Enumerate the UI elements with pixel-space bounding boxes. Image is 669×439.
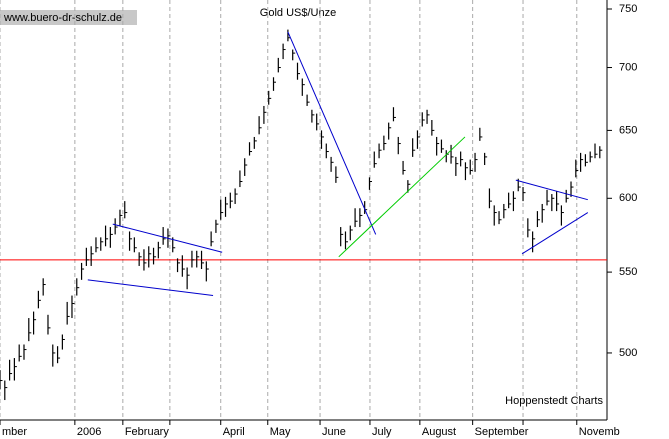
- trend-line: [87, 279, 214, 297]
- trend-line: [112, 223, 223, 253]
- y-tick-label: 600: [619, 192, 637, 204]
- trend-line: [521, 212, 589, 255]
- y-tick-label: 500: [619, 347, 637, 359]
- y-tick-label: 700: [619, 61, 637, 73]
- x-tick-label: August: [422, 426, 456, 438]
- y-tick-label: 650: [619, 124, 637, 136]
- x-tick-label: July: [372, 426, 392, 438]
- x-tick-label: September: [475, 426, 529, 438]
- x-tick-label: Novemb: [579, 426, 620, 438]
- x-tick-label: 2006: [77, 426, 101, 438]
- x-tick-label: June: [322, 426, 346, 438]
- trend-line: [287, 31, 377, 235]
- trend-line: [338, 136, 466, 258]
- watermark: www.buero-dr-schulz.de: [3, 12, 122, 24]
- y-tick-label: 750: [619, 3, 637, 15]
- x-tick-label: mber: [2, 426, 27, 438]
- x-tick-label: May: [270, 426, 291, 438]
- trend-line: [515, 179, 588, 201]
- y-tick-label: 550: [619, 266, 637, 278]
- watermark-box: [0, 10, 137, 25]
- source: Hoppenstedt Charts: [505, 395, 603, 407]
- x-tick-label: February: [125, 426, 170, 438]
- chart-title: Gold US$/Unze: [260, 7, 336, 19]
- x-tick-label: April: [223, 426, 245, 438]
